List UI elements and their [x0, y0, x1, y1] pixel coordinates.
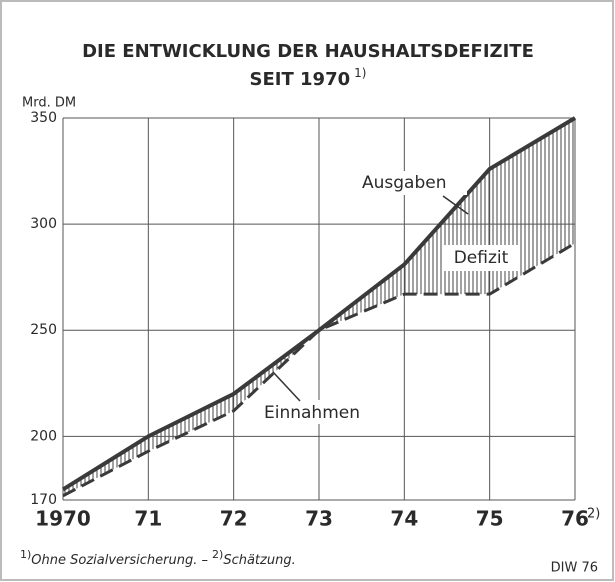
series-label: Ausgaben [362, 173, 447, 193]
label-bg [256, 400, 382, 424]
y-axis-label: Mrd. DM [22, 96, 76, 111]
footnote-mark: 1) [20, 548, 31, 561]
x-tick-label: 73 [305, 507, 333, 531]
area-label: Defizit [454, 248, 509, 268]
x-tick-label: 75 [476, 507, 504, 531]
source: DIW 76 [551, 561, 598, 576]
leader [442, 195, 469, 215]
x-tick-label: 74 [390, 507, 418, 531]
series-label: Einnahmen [264, 403, 360, 423]
chart-title: DIE ENTWICKLUNG DER HAUSHALTSDEFIZITE [82, 41, 534, 62]
title-line: SEIT 1970 [250, 69, 351, 90]
y-tick-label: 250 [30, 322, 57, 338]
footnote-mark: 2) [212, 548, 223, 561]
x-tick-label: 71 [134, 507, 162, 531]
y-tick-label: 300 [30, 216, 57, 232]
footnote: 1)Ohne Sozialversicherung. – 2)Schätzung. [20, 548, 296, 568]
chart-title: SEIT 1970 1) [250, 66, 367, 91]
line [61, 116, 577, 492]
x-tick-note: 2) [587, 507, 600, 522]
title-note: 1) [354, 66, 366, 80]
x-tick-label: 72 [220, 507, 248, 531]
footnote-text: Ohne Sozialversicherung. – [31, 553, 208, 568]
label-bg [443, 245, 519, 271]
y-tick-label: 350 [30, 110, 57, 126]
y-tick-label: 170 [30, 492, 57, 508]
footnote-text: Schätzung. [223, 553, 295, 568]
x-tick-label: 1970 [35, 507, 91, 531]
y-tick-label: 200 [30, 428, 57, 444]
line [62, 241, 576, 498]
leader [272, 371, 301, 402]
label-bg [355, 171, 467, 195]
x-tick-label: 76 [561, 507, 589, 531]
